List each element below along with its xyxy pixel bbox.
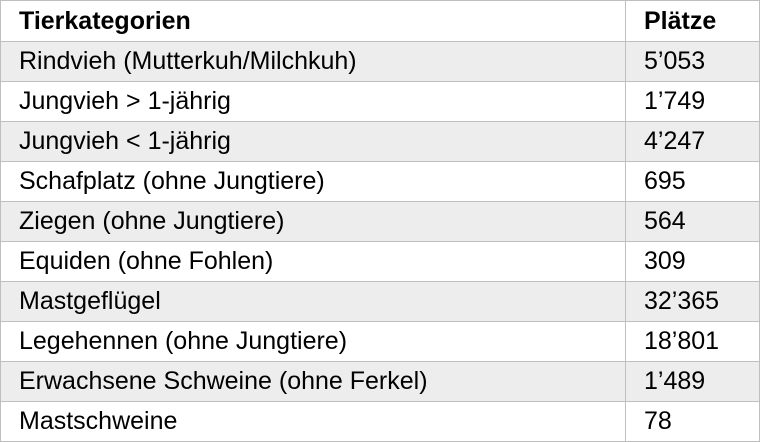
category-cell: Schafplatz (ohne Jungtiere) xyxy=(0,161,626,202)
table-row: Mastschweine 78 xyxy=(0,401,760,442)
table-row: Jungvieh < 1-jährig 4’247 xyxy=(0,121,760,162)
category-cell: Erwachsene Schweine (ohne Ferkel) xyxy=(0,361,626,402)
places-cell: 309 xyxy=(625,241,760,282)
places-cell: 564 xyxy=(625,201,760,242)
places-cell: 695 xyxy=(625,161,760,202)
category-cell: Ziegen (ohne Jungtiere) xyxy=(0,201,626,242)
places-cell: 4’247 xyxy=(625,121,760,162)
places-cell: 1’489 xyxy=(625,361,760,402)
category-cell: Mastgeflügel xyxy=(0,281,626,322)
category-cell: Legehennen (ohne Jungtiere) xyxy=(0,321,626,362)
places-cell: 32’365 xyxy=(625,281,760,322)
places-cell: 1’749 xyxy=(625,81,760,122)
category-cell: Rindvieh (Mutterkuh/Milchkuh) xyxy=(0,41,626,82)
places-cell: 18’801 xyxy=(625,321,760,362)
table-row: Mastgeflügel 32’365 xyxy=(0,281,760,322)
table-header-row: Tierkategorien Plätze xyxy=(0,0,760,42)
places-cell: 78 xyxy=(625,401,760,442)
category-cell: Mastschweine xyxy=(0,401,626,442)
table-row: Rindvieh (Mutterkuh/Milchkuh) 5’053 xyxy=(0,41,760,82)
category-cell: Jungvieh < 1-jährig xyxy=(0,121,626,162)
column-header-category: Tierkategorien xyxy=(0,0,626,42)
category-cell: Jungvieh > 1-jährig xyxy=(0,81,626,122)
table-row: Ziegen (ohne Jungtiere) 564 xyxy=(0,201,760,242)
places-cell: 5’053 xyxy=(625,41,760,82)
table-row: Legehennen (ohne Jungtiere) 18’801 xyxy=(0,321,760,362)
table-row: Erwachsene Schweine (ohne Ferkel) 1’489 xyxy=(0,361,760,402)
table-row: Schafplatz (ohne Jungtiere) 695 xyxy=(0,161,760,202)
column-header-places: Plätze xyxy=(625,0,760,42)
category-cell: Equiden (ohne Fohlen) xyxy=(0,241,626,282)
table-row: Jungvieh > 1-jährig 1’749 xyxy=(0,81,760,122)
table-row: Equiden (ohne Fohlen) 309 xyxy=(0,241,760,282)
